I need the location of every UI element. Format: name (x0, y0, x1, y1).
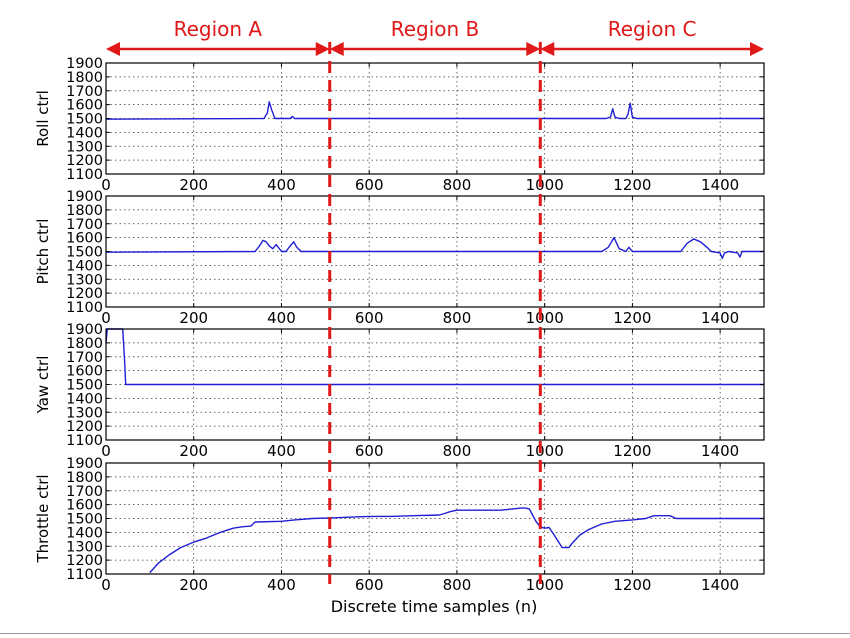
y-tick-label: 1400 (66, 391, 103, 407)
region-label: Region B (391, 17, 480, 41)
y-tick-label: 1900 (66, 189, 103, 205)
region-arrow-head-right (315, 42, 330, 56)
y-tick-label: 1200 (66, 419, 103, 435)
y-tick-label: 1100 (66, 433, 103, 449)
bottom-divider (0, 633, 850, 634)
y-tick-label: 1600 (66, 498, 103, 514)
region-arrow-head-left (106, 42, 120, 56)
x-tick-label: 0 (101, 309, 111, 327)
x-tick-label: 1200 (613, 576, 651, 594)
y-axis-label: Throttle ctrl (34, 474, 52, 563)
y-tick-label: 1500 (66, 512, 103, 528)
y-tick-label: 1500 (66, 378, 103, 394)
x-tick-label: 1200 (613, 442, 651, 460)
x-tick-label: 600 (355, 442, 384, 460)
x-tick-label: 800 (443, 176, 472, 194)
y-tick-label: 1200 (66, 553, 103, 569)
subplot-4: 0 200 400 600 800 1000 1200 1400110012001300140… (34, 456, 765, 594)
y-tick-label: 1700 (66, 484, 103, 500)
x-tick-label: 200 (179, 309, 208, 327)
x-tick-label: 1200 (613, 309, 651, 327)
y-tick-label: 1700 (66, 217, 103, 233)
region-label: Region C (608, 17, 697, 41)
y-tick-label: 1300 (66, 272, 103, 288)
x-tick-label: 1400 (701, 442, 739, 460)
x-tick-label: 1200 (613, 176, 651, 194)
subplot-1: 0 200 400 600 800 1000 1200 1400110012001300140… (34, 56, 765, 194)
y-tick-label: 1300 (66, 139, 103, 155)
y-axis-label: Yaw ctrl (34, 356, 52, 415)
region-arrow-head-right (526, 42, 541, 56)
region-boundary-lines (328, 42, 542, 584)
y-tick-label: 1600 (66, 98, 103, 114)
subplot-2: 0 200 400 600 800 1000 1200 1400110012001300140… (34, 189, 765, 327)
y-tick-label: 1100 (66, 567, 103, 583)
region-arrow-head-left (540, 42, 555, 56)
y-tick-label: 1800 (66, 336, 103, 352)
y-tick-label: 1700 (66, 350, 103, 366)
x-tick-label: 1000 (526, 576, 564, 594)
subplot-3: 0 200 400 600 800 1000 1200 1400110012001300140… (34, 322, 765, 460)
y-tick-label: 1900 (66, 456, 103, 472)
y-tick-label: 1900 (66, 56, 103, 72)
x-tick-label: 800 (443, 576, 472, 594)
y-tick-label: 1800 (66, 203, 103, 219)
x-tick-label: 400 (267, 309, 296, 327)
x-tick-label: 400 (267, 176, 296, 194)
x-tick-label: 800 (443, 309, 472, 327)
x-tick-label: 1400 (701, 309, 739, 327)
x-tick-label: 600 (355, 176, 384, 194)
series-line-4 (149, 507, 764, 574)
y-tick-label: 1300 (66, 405, 103, 421)
x-tick-label: 1400 (701, 576, 739, 594)
region-annotations: Region A Region B Region C (106, 17, 764, 56)
y-tick-label: 1600 (66, 364, 103, 380)
x-tick-label: 1400 (701, 176, 739, 194)
y-tick-label: 1500 (66, 245, 103, 261)
y-tick-label: 1100 (66, 300, 103, 316)
x-tick-label: 1000 (526, 176, 564, 194)
y-tick-label: 1200 (66, 286, 103, 302)
y-tick-label: 1100 (66, 167, 103, 183)
x-tick-label: 200 (179, 176, 208, 194)
x-tick-label: 0 (101, 442, 111, 460)
x-axis-label: Discrete time samples (n) (331, 597, 538, 616)
x-tick-label: 0 (101, 176, 111, 194)
y-axis-label: Pitch ctrl (34, 219, 52, 285)
x-tick-label: 200 (179, 442, 208, 460)
subplot-panels: 0 200 400 600 800 1000 1200 1400110012001300140… (34, 56, 765, 594)
y-tick-label: 1300 (66, 539, 103, 555)
x-tick-label: 600 (355, 576, 384, 594)
x-tick-label: 400 (267, 576, 296, 594)
x-tick-label: 0 (101, 576, 111, 594)
region-arrow-head-right (750, 42, 764, 56)
x-tick-label: 400 (267, 442, 296, 460)
y-tick-label: 1400 (66, 125, 103, 141)
y-tick-label: 1900 (66, 322, 103, 338)
y-tick-label: 1700 (66, 84, 103, 100)
series-line-1 (105, 101, 764, 120)
y-tick-label: 1400 (66, 258, 103, 274)
x-tick-label: 800 (443, 442, 472, 460)
y-tick-label: 1800 (66, 470, 103, 486)
y-tick-label: 1600 (66, 231, 103, 247)
region-arrow: Region B (329, 17, 541, 56)
y-tick-label: 1500 (66, 112, 103, 128)
region-arrow-head-left (329, 42, 344, 56)
y-tick-label: 1800 (66, 70, 103, 86)
region-arrow: Region C (540, 17, 764, 56)
x-tick-label: 600 (355, 309, 384, 327)
region-label: Region A (174, 17, 263, 41)
y-tick-label: 1200 (66, 153, 103, 169)
x-tick-label: 1000 (526, 442, 564, 460)
y-axis-label: Roll ctrl (34, 90, 52, 147)
y-tick-label: 1400 (66, 525, 103, 541)
series-line-3 (105, 328, 764, 386)
series-line-2 (105, 236, 764, 260)
x-tick-label: 200 (179, 576, 208, 594)
region-arrow: Region A (106, 17, 330, 56)
x-tick-label: 1000 (526, 309, 564, 327)
